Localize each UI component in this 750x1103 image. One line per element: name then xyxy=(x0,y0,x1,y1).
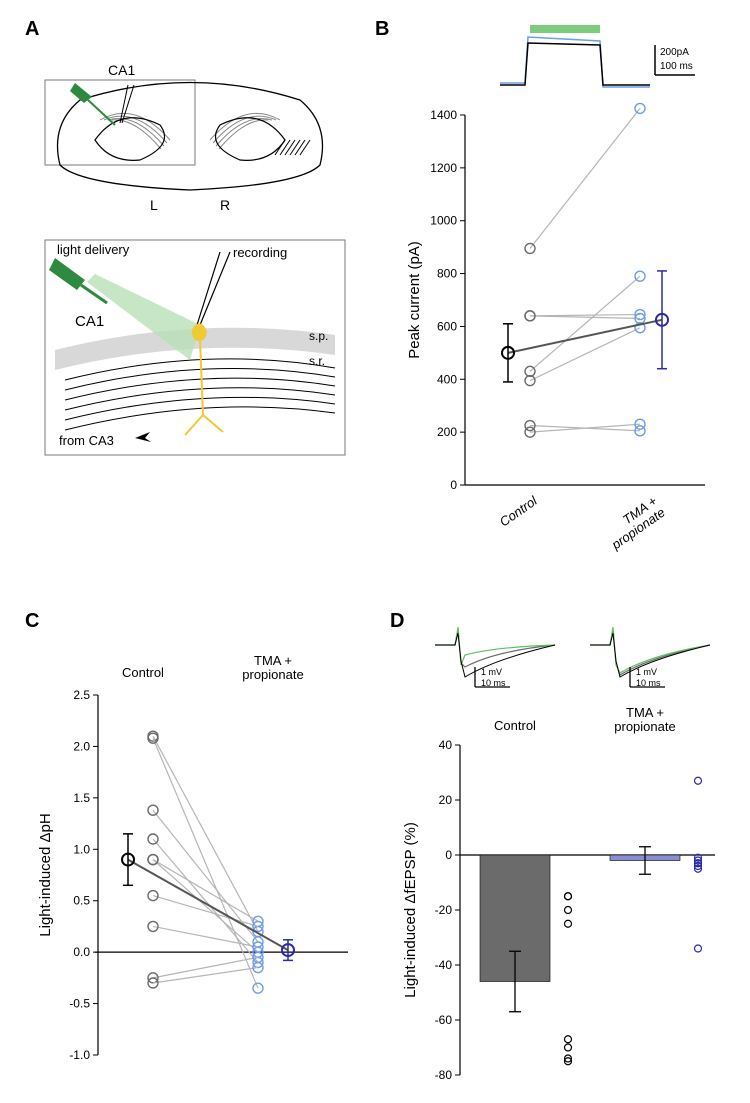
svg-text:-80: -80 xyxy=(435,1068,453,1082)
svg-text:-1.0: -1.0 xyxy=(69,1048,90,1062)
svg-text:200: 200 xyxy=(437,425,457,439)
svg-text:-0.5: -0.5 xyxy=(69,997,90,1011)
svg-text:0: 0 xyxy=(450,478,457,492)
svg-text:1000: 1000 xyxy=(430,214,457,228)
svg-text:1.0: 1.0 xyxy=(73,842,90,856)
panel-a-svg: CA1 L Rlight delivery recording CA1 s.p. s.r. f… xyxy=(40,45,360,475)
svg-text:0.0: 0.0 xyxy=(73,945,90,959)
svg-text:TMA +propionate: TMA +propionate xyxy=(242,653,303,682)
panel-label-a: A xyxy=(25,18,39,41)
svg-text:10 ms: 10 ms xyxy=(481,678,506,688)
svg-text:TMA +propionate: TMA +propionate xyxy=(614,705,675,734)
svg-text:2.0: 2.0 xyxy=(73,739,90,753)
svg-text:800: 800 xyxy=(437,267,457,281)
panel-b-svg: 200pA 100 ms 0 200 400 600 800 1000 1200 1400 Peak… xyxy=(395,25,740,605)
panel-d-svg: 1 mV10 ms1 mV10 ms-80-60-40-2002040Light… xyxy=(395,615,740,1095)
svg-text:400: 400 xyxy=(437,372,457,386)
svg-text:0.5: 0.5 xyxy=(73,894,90,908)
svg-text:light delivery: light delivery xyxy=(57,242,130,257)
svg-text:20: 20 xyxy=(439,793,453,807)
svg-text:2.5: 2.5 xyxy=(73,688,90,702)
svg-text:10 ms: 10 ms xyxy=(636,678,661,688)
svg-text:1.5: 1.5 xyxy=(73,791,90,805)
svg-text:CA1: CA1 xyxy=(108,62,135,78)
panel-label-b: B xyxy=(375,18,389,41)
svg-text:40: 40 xyxy=(439,738,453,752)
svg-text:200pA: 200pA xyxy=(660,47,689,58)
svg-text:1400: 1400 xyxy=(430,108,457,122)
svg-text:Peak current (pA): Peak current (pA) xyxy=(406,241,423,359)
svg-text:1 mV: 1 mV xyxy=(636,667,657,677)
panel-c-svg: -1.0 -0.5 0.0 0.5 1.0 1.5 2.0 2.5 Light-induced … xyxy=(30,635,370,1090)
svg-text:600: 600 xyxy=(437,319,457,333)
svg-text:100 ms: 100 ms xyxy=(660,61,693,72)
svg-text:recording: recording xyxy=(233,245,287,260)
svg-text:from CA3: from CA3 xyxy=(59,433,114,448)
svg-text:R: R xyxy=(220,197,230,213)
svg-text:TMA +propionate: TMA +propionate xyxy=(600,493,668,553)
svg-text:1200: 1200 xyxy=(430,161,457,175)
svg-text:Control: Control xyxy=(497,493,541,530)
svg-text:Control: Control xyxy=(122,665,164,680)
svg-text:Light-induced ΔfEPSP (%): Light-induced ΔfEPSP (%) xyxy=(402,822,419,998)
svg-text:s.r.: s.r. xyxy=(309,354,325,368)
svg-text:-40: -40 xyxy=(435,958,453,972)
svg-text:1 mV: 1 mV xyxy=(481,667,502,677)
panel-label-c: C xyxy=(25,610,39,633)
svg-text:s.p.: s.p. xyxy=(309,329,328,343)
svg-text:Light-induced ΔpH: Light-induced ΔpH xyxy=(37,813,54,936)
svg-text:Control: Control xyxy=(494,718,536,733)
svg-text:-60: -60 xyxy=(435,1013,453,1027)
svg-text:CA1: CA1 xyxy=(75,313,104,330)
svg-text:0: 0 xyxy=(445,848,452,862)
svg-text:L: L xyxy=(150,197,158,213)
svg-text:-20: -20 xyxy=(435,903,453,917)
